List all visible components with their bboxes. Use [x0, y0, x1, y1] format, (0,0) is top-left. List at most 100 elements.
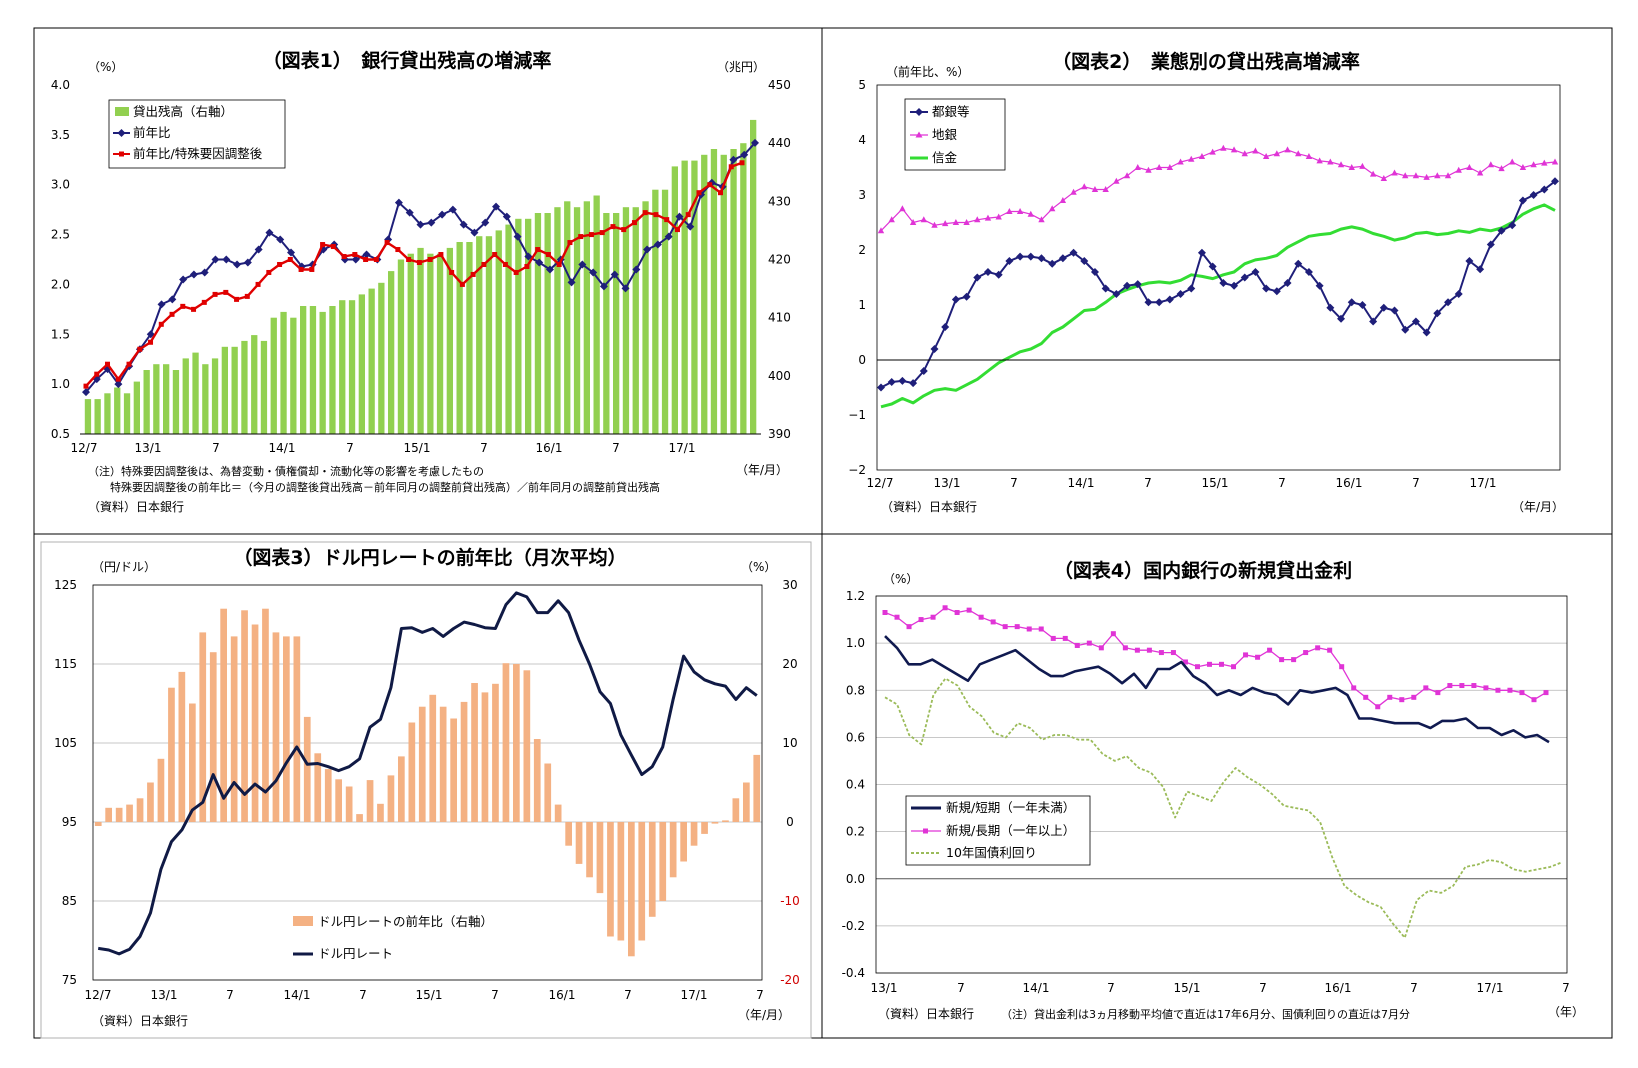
chart1-series-1-point-31 [416, 220, 425, 229]
chart1-bar-45 [525, 218, 532, 434]
chart2-series-1-point-59 [1509, 158, 1516, 165]
chart1-series-2-point-43 [545, 252, 551, 258]
chart3-bar-33 [439, 706, 447, 822]
chart1-bar-63 [701, 154, 708, 435]
chart1-series-2-point-42 [535, 247, 541, 253]
chart3-bar-37 [481, 692, 489, 822]
chart3-bar-5 [147, 782, 154, 822]
chart4-plot-frame [875, 595, 1568, 974]
chart2-series-0-point-21 [1101, 284, 1110, 293]
chart4-xtick-5: 7 [1259, 981, 1267, 995]
chart3-legend-label-1: ドル円レート [318, 946, 393, 961]
chart3-bar-45 [565, 822, 572, 846]
chart3-bar-54 [659, 822, 667, 901]
chart2-xtick-4: 7 [1144, 476, 1152, 490]
chart3-xtick-1: 13/1 [151, 988, 178, 1002]
chart1-bar-37 [446, 247, 453, 434]
chart4-series-1-point-9 [990, 619, 996, 625]
chart2-series-1-point-23 [1123, 172, 1131, 179]
chart4-series-1-point-25 [1182, 659, 1188, 665]
chart3-y-right-unit: （%） [741, 560, 776, 574]
chart3-ytick-left-0: 75 [62, 973, 77, 987]
chart1-series-2-point-54 [664, 217, 670, 223]
chart3-bar-13 [230, 636, 238, 822]
chart4-series-1-point-47 [1447, 683, 1453, 689]
chart1-xtick-1: 13/1 [135, 441, 162, 455]
chart2-series-1-point-60 [1519, 164, 1527, 170]
chart3-bar-10 [199, 632, 207, 822]
chart1-series-2-point-45 [567, 240, 573, 246]
chart2-series-1-point-53 [1444, 172, 1452, 179]
chart1-series-2-point-4 [126, 361, 132, 367]
chart1-bar-0 [84, 399, 92, 434]
chart3-xtick-6: 7 [491, 988, 499, 1002]
chart2-ytick-6: 4 [858, 133, 866, 147]
chart3-bar-14 [241, 610, 248, 822]
chart1-bar-57 [642, 201, 649, 434]
chart2-series-0-point-15 [1037, 254, 1046, 263]
chart3-bar-17 [272, 632, 280, 822]
chart1-bar-39 [466, 242, 473, 434]
chart3-bar-59 [711, 822, 719, 824]
chart3-xtick-2: 7 [226, 988, 234, 1002]
chart1-bar-53 [603, 213, 610, 434]
chart2: （図表2） 業態別の貸出残高増減率 （前年比、%） −2 −1 0 1 2 3 4 5 12/7… [848, 50, 1564, 514]
chart1-bar-6 [143, 370, 150, 434]
chart2-series-0-point-51 [1422, 328, 1431, 337]
chart3-bar-15 [251, 624, 259, 822]
chart4-series-1-point-7 [966, 607, 972, 613]
chart4-note: （注）貸出金利は3ヵ月移動平均値で直近は17年6月分、国債利回りの直近は7月分 [1001, 1007, 1410, 1021]
chart1-series-2-point-21 [309, 266, 315, 272]
chart1-series-2-point-9 [180, 303, 186, 309]
chart1-series-1-point-51 [632, 265, 641, 274]
chart1-series-1-point-43 [545, 265, 554, 274]
chart4-series-1-point-39 [1351, 685, 1357, 691]
chart2-ytick-3: 1 [858, 298, 866, 312]
chart3-bar-32 [429, 694, 437, 822]
chart4-ytick-6: 0.8 [846, 683, 865, 697]
chart4-series-1-point-14 [1050, 635, 1056, 641]
chart1-bar-21 [290, 317, 297, 434]
chart2-series-1-point-35 [1252, 147, 1259, 154]
chart4-series-1-point-11 [1014, 624, 1020, 630]
chart2-series-1-point-10 [984, 214, 992, 221]
chart1-series-1-point-60 [729, 155, 738, 164]
chart2-series-1-point-55 [1466, 164, 1473, 170]
chart3-bar-62 [743, 782, 750, 822]
chart2-series-1-point-21 [1102, 186, 1109, 192]
chart3-bar-34 [450, 718, 457, 822]
chart2-legend-marker-0 [915, 108, 923, 116]
chart2-xtick-5: 15/1 [1202, 476, 1229, 490]
chart1-bar-31 [388, 271, 395, 434]
chart4-series-1-point-21 [1134, 647, 1140, 653]
chart1-bar-42 [495, 230, 502, 434]
chart1-bar-25 [329, 306, 336, 434]
chart3-bar-41 [523, 670, 531, 822]
chart3-bar-8 [178, 671, 186, 822]
chart4-xtick-3: 7 [1107, 981, 1115, 995]
chart2-series-1-point-4 [920, 216, 927, 223]
chart4-series-1-point-24 [1170, 650, 1176, 656]
chart2-series-1-point-37 [1273, 150, 1281, 157]
outer-frame [33, 27, 1613, 1039]
chart1-series-2-point-37 [481, 261, 487, 267]
chart1-series-1-point-11 [200, 268, 209, 277]
chart2-series-0-point-58 [1497, 226, 1506, 235]
chart4-ytick-4: 0.4 [846, 778, 865, 792]
chart3-bar-46 [575, 822, 583, 864]
chart1-series-1-point-36 [470, 228, 479, 237]
chart4-series-1-point-2 [906, 624, 912, 630]
chart3-ytick-left-2: 95 [62, 815, 77, 829]
chart3-bar-23 [335, 779, 342, 822]
chart4-series-1-point-31 [1255, 654, 1261, 660]
chart4-series-1-point-49 [1471, 683, 1477, 689]
chart4-series-1-point-18 [1098, 645, 1104, 651]
chart1-x-unit: （年/月） [736, 463, 788, 477]
chart4-series-1-point-34 [1291, 657, 1297, 663]
chart1-series-2-point-0 [83, 383, 89, 389]
chart4-series-1-point-38 [1339, 664, 1345, 670]
chart2-series-1-point-18 [1070, 188, 1077, 195]
chart3-bar-29 [398, 756, 405, 822]
chart1-series-2-point-12 [212, 291, 218, 297]
chart4-series-1-point-50 [1483, 685, 1489, 691]
